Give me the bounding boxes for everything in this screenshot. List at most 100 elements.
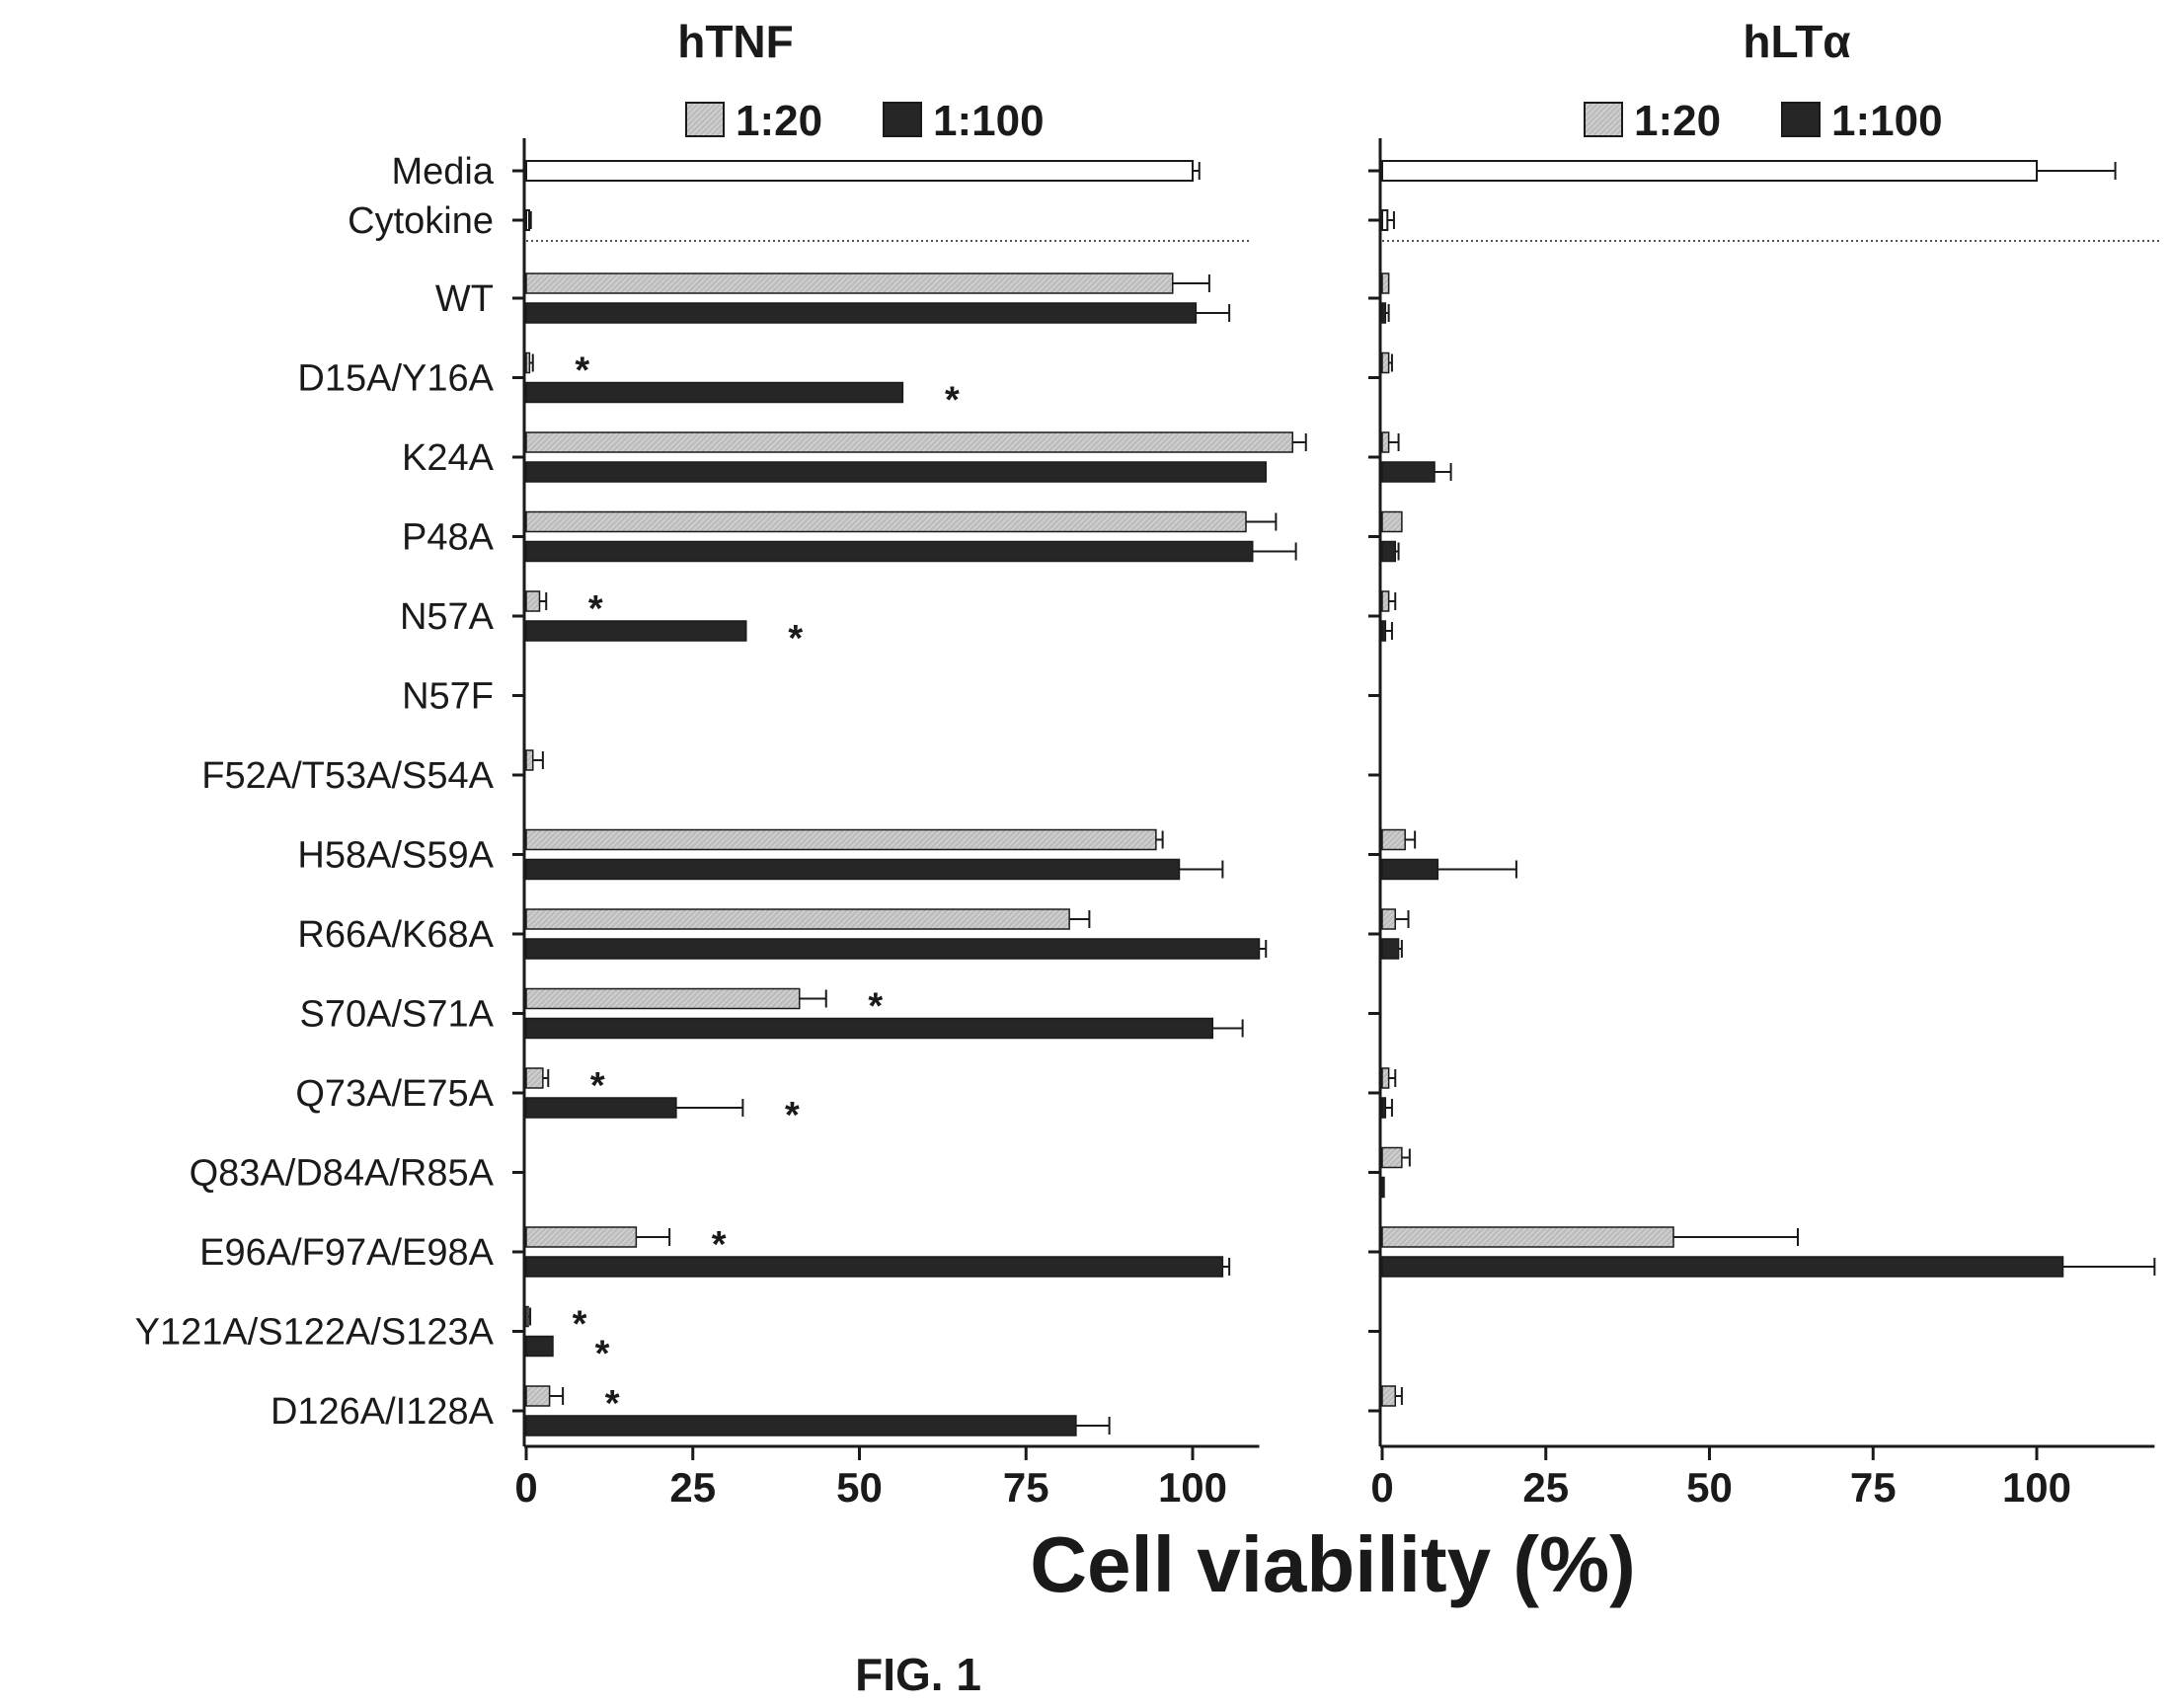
figure-caption: FIG. 1	[855, 1649, 981, 1700]
hlta-legend-swatch-1-100	[1781, 102, 1821, 137]
htnf-significance-d15a-y16a-1-20: *	[575, 350, 589, 392]
htnf-significance-e96a-f97a-e98a-1-20: *	[712, 1224, 727, 1266]
htnf-bar-n57a-1-100	[525, 620, 747, 642]
htnf-bar-h58a-s59a-1-100	[525, 858, 1181, 881]
category-label-s70a-s71a: S70A/S71A	[300, 994, 495, 1036]
hlta-panel: hLTα 1:20 1:100 0 25 50 75 100	[1368, 16, 2159, 1511]
hlta-bar-wt-1-100	[1381, 302, 1387, 324]
htnf-bar-k24a-1-100	[525, 461, 1267, 483]
category-label-n57f: N57F	[402, 676, 494, 718]
category-label-e96a-f97a-e98a: E96A/F97A/E98A	[199, 1232, 495, 1274]
htnf-significance-q73a-e75a-1-100: *	[785, 1095, 800, 1136]
hlta-plot: 0 25 50 75 100	[1368, 138, 2159, 1511]
htnf-legend-swatch-1-100	[883, 102, 922, 137]
htnf-title: hTNF	[677, 16, 794, 67]
category-label-h58a-s59a: H58A/S59A	[297, 835, 494, 877]
category-label-n57a: N57A	[400, 596, 495, 638]
htnf-x-tick-label-50: 50	[836, 1464, 883, 1511]
htnf-bar-p48a-1-100	[525, 540, 1254, 563]
hlta-bar-p48a-1-100	[1381, 540, 1397, 563]
hlta-bar-n57a-1-20	[1381, 590, 1390, 612]
x-axis-label: Cell viability (%)	[1030, 1520, 1635, 1608]
hlta-x-tick-label-0: 0	[1370, 1464, 1393, 1511]
category-label-k24a: K24A	[402, 437, 495, 479]
hlta-bar-r66a-k68a-1-20	[1381, 908, 1397, 930]
htnf-x-tick-label-0: 0	[514, 1464, 537, 1511]
htnf-legend-label-1-20: 1:20	[736, 97, 822, 145]
htnf-x-tick-label-25: 25	[669, 1464, 716, 1511]
htnf-significance-d126a-i128a-1-20: *	[605, 1383, 620, 1425]
htnf-bar-r66a-k68a-1-20	[525, 908, 1070, 930]
htnf-bar-wt-1-20	[525, 272, 1174, 294]
htnf-significance-n57a-1-100: *	[788, 618, 803, 660]
htnf-bar-media	[525, 160, 1194, 182]
category-label-cytokine: Cytokine	[348, 200, 494, 242]
hlta-x-tick-label-100: 100	[2002, 1464, 2071, 1511]
htnf-bar-p48a-1-20	[525, 510, 1247, 533]
htnf-bar-r66a-k68a-1-100	[525, 938, 1261, 960]
hlta-bar-wt-1-20	[1381, 272, 1390, 294]
category-label-d126a-i128a: D126A/I128A	[271, 1391, 495, 1433]
htnf-plot: 0 25 50 75 100***********	[512, 138, 1307, 1511]
hlta-x-tick-label-50: 50	[1686, 1464, 1733, 1511]
htnf-bar-n57a-1-20	[525, 590, 541, 612]
htnf-significance-y121a-s122a-s123a-1-20: *	[573, 1304, 587, 1346]
hlta-bar-p48a-1-20	[1381, 510, 1403, 533]
category-label-r66a-k68a: R66A/K68A	[297, 914, 494, 956]
htnf-bar-h58a-s59a-1-20	[525, 828, 1157, 851]
hlta-legend-label-1-20: 1:20	[1634, 97, 1721, 145]
hlta-title: hLTα	[1743, 16, 1850, 67]
htnf-bar-cytokine	[525, 209, 530, 231]
htnf-significance-y121a-s122a-s123a-1-100: *	[595, 1334, 610, 1375]
htnf-x-tick-label-100: 100	[1158, 1464, 1227, 1511]
hlta-bar-h58a-s59a-1-100	[1381, 858, 1439, 881]
hlta-x-tick-label-75: 75	[1850, 1464, 1897, 1511]
hlta-bar-q83a-d84a-r85a-1-100	[1381, 1176, 1385, 1199]
category-labels: Media Cytokine WT D15A/Y16A K24A P48A N57A N57F…	[135, 151, 495, 1433]
htnf-bar-e96a-f97a-e98a-1-100	[525, 1256, 1224, 1278]
htnf-legend-swatch-1-20	[685, 102, 725, 137]
htnf-legend: 1:20 1:100	[685, 97, 1045, 145]
htnf-bar-y121a-s122a-s123a-1-100	[525, 1335, 554, 1358]
hlta-bar-cytokine	[1381, 209, 1389, 231]
htnf-significance-s70a-s71a-1-20: *	[868, 986, 883, 1028]
htnf-significance-n57a-1-20: *	[588, 588, 603, 630]
category-label-wt: WT	[435, 278, 494, 320]
category-label-q73a-e75a: Q73A/E75A	[295, 1073, 494, 1115]
htnf-bar-f52a-t53a-s54a-1-20	[525, 749, 534, 771]
hlta-bar-n57a-1-100	[1381, 620, 1387, 642]
hlta-bar-q83a-d84a-r85a-1-20	[1381, 1146, 1403, 1169]
hlta-bar-e96a-f97a-e98a-1-20	[1381, 1226, 1674, 1248]
hlta-bar-d15a-y16a-1-20	[1381, 351, 1390, 374]
hlta-bar-k24a-1-100	[1381, 461, 1435, 483]
htnf-bar-s70a-s71a-1-20	[525, 987, 801, 1010]
hlta-bar-q73a-e75a-1-20	[1381, 1067, 1390, 1089]
hlta-bar-h58a-s59a-1-20	[1381, 828, 1406, 851]
hlta-bar-q73a-e75a-1-100	[1381, 1097, 1387, 1119]
hlta-legend: 1:20 1:100	[1584, 97, 1943, 145]
hlta-bar-k24a-1-20	[1381, 431, 1390, 453]
htnf-bar-q73a-e75a-1-20	[525, 1067, 544, 1089]
htnf-significance-d15a-y16a-1-100: *	[945, 380, 960, 422]
htnf-legend-label-1-100: 1:100	[933, 97, 1045, 145]
htnf-bar-y121a-s122a-s123a-1-20	[525, 1305, 529, 1328]
htnf-bar-d15a-y16a-1-100	[525, 381, 904, 404]
htnf-bar-k24a-1-20	[525, 431, 1293, 453]
htnf-bar-e96a-f97a-e98a-1-20	[525, 1226, 638, 1248]
category-label-media: Media	[392, 151, 495, 193]
hlta-legend-swatch-1-20	[1584, 102, 1623, 137]
category-label-q83a-d84a-r85a: Q83A/D84A/R85A	[190, 1153, 495, 1195]
htnf-bar-d126a-i128a-1-20	[525, 1385, 551, 1407]
hlta-bar-media	[1381, 160, 2038, 182]
category-label-d15a-y16a: D15A/Y16A	[297, 358, 494, 400]
htnf-bar-wt-1-100	[525, 302, 1198, 324]
htnf-significance-q73a-e75a-1-20: *	[590, 1065, 605, 1107]
htnf-bar-d15a-y16a-1-20	[525, 351, 531, 374]
htnf-x-tick-label-75: 75	[1003, 1464, 1049, 1511]
hlta-bar-d126a-i128a-1-20	[1381, 1385, 1397, 1407]
hlta-x-tick-label-25: 25	[1522, 1464, 1569, 1511]
htnf-panel: hTNF 1:20 1:100 0 25 50 75 100***********	[512, 16, 1307, 1511]
category-label-p48a: P48A	[402, 517, 495, 559]
hlta-bar-r66a-k68a-1-100	[1381, 938, 1400, 960]
